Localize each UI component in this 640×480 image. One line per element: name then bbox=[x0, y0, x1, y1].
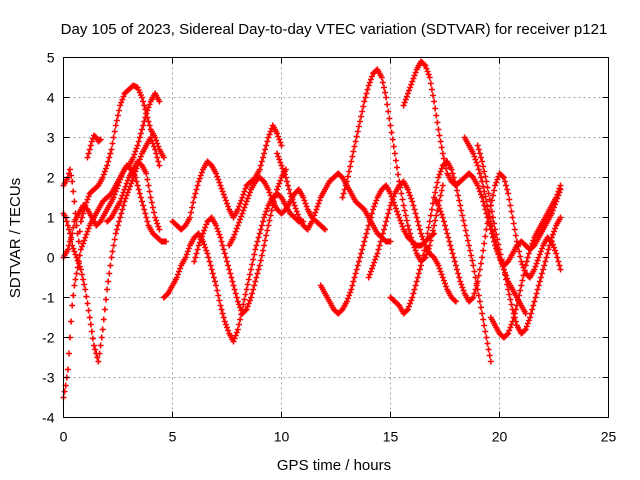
data-point-markers bbox=[365, 178, 459, 305]
data-point-markers bbox=[104, 158, 163, 233]
y-tick-label: 1 bbox=[47, 210, 55, 226]
data-point-markers bbox=[84, 132, 104, 161]
series-arc-18 bbox=[461, 134, 564, 269]
data-points bbox=[60, 58, 564, 401]
series-arc-12 bbox=[317, 182, 438, 317]
series-arc-9 bbox=[191, 166, 289, 317]
y-tick-label: 5 bbox=[47, 50, 55, 66]
series-arc-11 bbox=[274, 150, 394, 245]
x-tick-label: 0 bbox=[60, 429, 68, 445]
y-tick-label: 0 bbox=[47, 250, 55, 266]
x-tick-label: 20 bbox=[492, 429, 508, 445]
y-tick-label: 2 bbox=[47, 170, 55, 186]
series-arc-13 bbox=[339, 66, 446, 265]
y-tick-label: -4 bbox=[42, 410, 55, 426]
x-tick-label: 25 bbox=[601, 429, 617, 445]
data-point-markers bbox=[274, 150, 394, 245]
y-tick-label: -2 bbox=[42, 330, 55, 346]
x-tick-label: 15 bbox=[383, 429, 399, 445]
data-point-markers bbox=[317, 182, 438, 317]
series-arc-15 bbox=[387, 158, 494, 365]
data-point-markers bbox=[339, 66, 446, 265]
series-arc-10 bbox=[226, 174, 329, 249]
data-point-markers bbox=[191, 166, 289, 317]
data-point-markers bbox=[487, 182, 564, 341]
chart-title: Day 105 of 2023, Sidereal Day-to-day VTE… bbox=[61, 21, 608, 38]
x-axis-label: GPS time / hours bbox=[277, 457, 391, 474]
plot-frame bbox=[63, 57, 609, 418]
series-arc-8 bbox=[169, 122, 285, 233]
y-tick-label: -1 bbox=[42, 290, 55, 306]
series-arc-20 bbox=[487, 182, 564, 341]
data-point-markers bbox=[169, 122, 285, 233]
y-tick-label: 4 bbox=[47, 90, 55, 106]
x-tick-label: 10 bbox=[274, 429, 290, 445]
series-arc-14 bbox=[365, 178, 459, 305]
axes: -4 -3 -2 -1 0 1 2 3 4 5 0 5 10 15 20 25 bbox=[42, 50, 616, 445]
data-point-markers bbox=[474, 142, 564, 337]
y-tick-label: 3 bbox=[47, 130, 55, 146]
data-point-markers bbox=[226, 174, 329, 249]
y-axis-label: SDTVAR / TECUs bbox=[7, 178, 24, 298]
series-arc-6 bbox=[104, 158, 163, 233]
data-point-markers bbox=[387, 158, 494, 365]
data-point-markers bbox=[461, 134, 564, 269]
series-arc-5 bbox=[84, 132, 104, 161]
y-tick-label: -3 bbox=[42, 370, 55, 386]
x-tick-label: 5 bbox=[169, 429, 177, 445]
series-arc-19 bbox=[474, 142, 564, 337]
